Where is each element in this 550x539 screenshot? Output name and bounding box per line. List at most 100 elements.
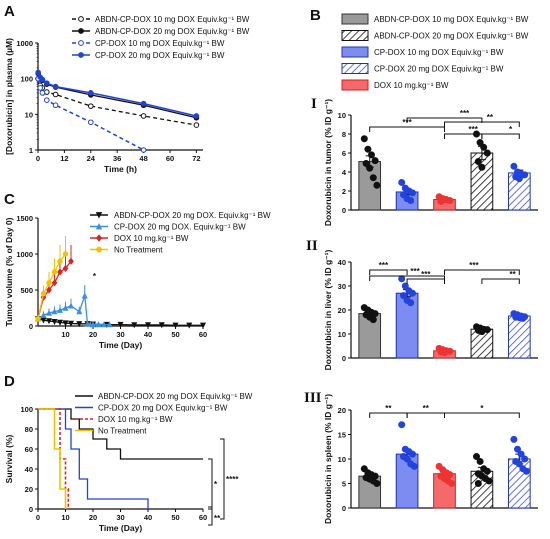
panel-letter-a: A (4, 3, 15, 20)
data-point (370, 175, 376, 181)
legend-marker (97, 224, 102, 229)
y-tick-label: 8 (342, 130, 346, 139)
subpanel-label-i: I (311, 96, 317, 112)
data-point (524, 468, 530, 474)
y-tick-label: 6 (342, 149, 346, 158)
data-point (408, 198, 414, 204)
y-tick-label: 500 (20, 286, 33, 295)
data-point (63, 306, 67, 310)
significance-bracket (407, 279, 444, 284)
y-tick-label: 100 (20, 405, 33, 414)
x-tick-label: 48 (139, 154, 147, 163)
x-tick-label: 40 (144, 330, 152, 339)
y-tick-label: 4 (342, 168, 347, 177)
x-tick-label: 30 (116, 330, 124, 339)
data-point (411, 463, 417, 469)
x-tick-label: 40 (144, 513, 152, 522)
y-tick-label: 20 (338, 406, 346, 415)
data-point (141, 101, 146, 106)
x-tick-label: 30 (116, 513, 124, 522)
data-point (399, 179, 405, 185)
data-point (173, 323, 177, 327)
data-point (475, 159, 481, 165)
y-tick-label: 1000 (16, 250, 33, 259)
x-tick-label: 12 (60, 154, 68, 163)
legend-swatch (342, 47, 368, 57)
significance-label: * (480, 404, 484, 413)
x-tick-label: 0 (36, 154, 40, 163)
data-point (201, 323, 205, 327)
panel-letter-b: B (310, 7, 321, 24)
data-point (41, 318, 45, 322)
x-tick-label: 10 (61, 513, 69, 522)
y-axis-label: Survival (%) (4, 435, 14, 484)
x-axis-label: Time (Day) (99, 340, 142, 350)
y-tick-label: 10 (25, 110, 33, 119)
data-point (374, 481, 380, 487)
x-tick-label: 60 (166, 154, 174, 163)
significance-bracket (482, 134, 519, 139)
data-point (484, 150, 490, 156)
data-point (484, 468, 490, 474)
data-point (58, 308, 62, 312)
y-tick-label: 80 (25, 425, 33, 434)
x-tick-label: 20 (89, 330, 97, 339)
data-point (58, 320, 62, 324)
significance-label: *** (469, 125, 479, 134)
bar (508, 316, 530, 358)
data-point (53, 103, 58, 108)
data-point (522, 172, 528, 178)
data-point (40, 77, 45, 82)
data-point (141, 114, 146, 119)
data-point (187, 323, 191, 327)
legend-label: No Treatment (98, 427, 147, 436)
panel-letter-c: C (4, 191, 15, 208)
y-tick-label: 1 (29, 146, 33, 155)
data-point (45, 81, 50, 86)
significance-label: **** (226, 475, 239, 484)
series-line (38, 79, 196, 125)
x-tick-label: 60 (199, 513, 207, 522)
y-tick-label: 5 (342, 480, 346, 489)
x-tick-label: 50 (171, 330, 179, 339)
data-point (194, 114, 199, 119)
significance-bracket (370, 413, 407, 418)
data-point (410, 190, 416, 196)
y-tick-label: 1000 (16, 39, 33, 48)
data-point (410, 451, 416, 457)
data-point (96, 322, 100, 326)
y-tick-label: 0 (342, 206, 346, 215)
significance-label: ** (423, 404, 430, 413)
significance-label: *** (460, 109, 470, 118)
significance-label: ** (509, 270, 516, 279)
data-point (47, 319, 51, 323)
legend-label: ABDN-CP-DOX 10 mg DOX Equiv.kg⁻¹ BW (374, 15, 529, 24)
x-tick-label: 72 (192, 154, 200, 163)
legend-label: ABDN-CP-DOX 20 mg DOX Equiv.kg⁻¹ BW (374, 32, 529, 41)
significance-bracket (445, 270, 520, 275)
significance-star: * (93, 272, 97, 281)
data-point (52, 319, 56, 323)
survival-curve (38, 409, 68, 509)
x-tick-label: 10 (61, 330, 69, 339)
data-point (89, 104, 94, 109)
y-axis-label: Doxorubicin in tumor (% ID g⁻¹) (323, 99, 333, 226)
data-point (365, 146, 371, 152)
significance-label: * (509, 125, 513, 134)
significance-bracket (208, 507, 212, 525)
significance-label: *** (469, 261, 479, 270)
data-point (89, 120, 94, 125)
x-axis-label: Time (h) (104, 164, 137, 174)
significance-label: *** (379, 261, 389, 270)
legend-label: CP-DOX 20 mg DOX Equiv.kg⁻¹ BW (95, 51, 225, 60)
data-point (194, 123, 199, 128)
data-point (52, 309, 56, 313)
data-point (372, 311, 378, 317)
data-point (374, 182, 380, 188)
significance-bracket (407, 413, 444, 418)
data-point (475, 481, 481, 487)
data-point (69, 304, 73, 308)
legend-marker (97, 213, 102, 218)
data-point (63, 321, 67, 325)
data-point (83, 294, 87, 298)
